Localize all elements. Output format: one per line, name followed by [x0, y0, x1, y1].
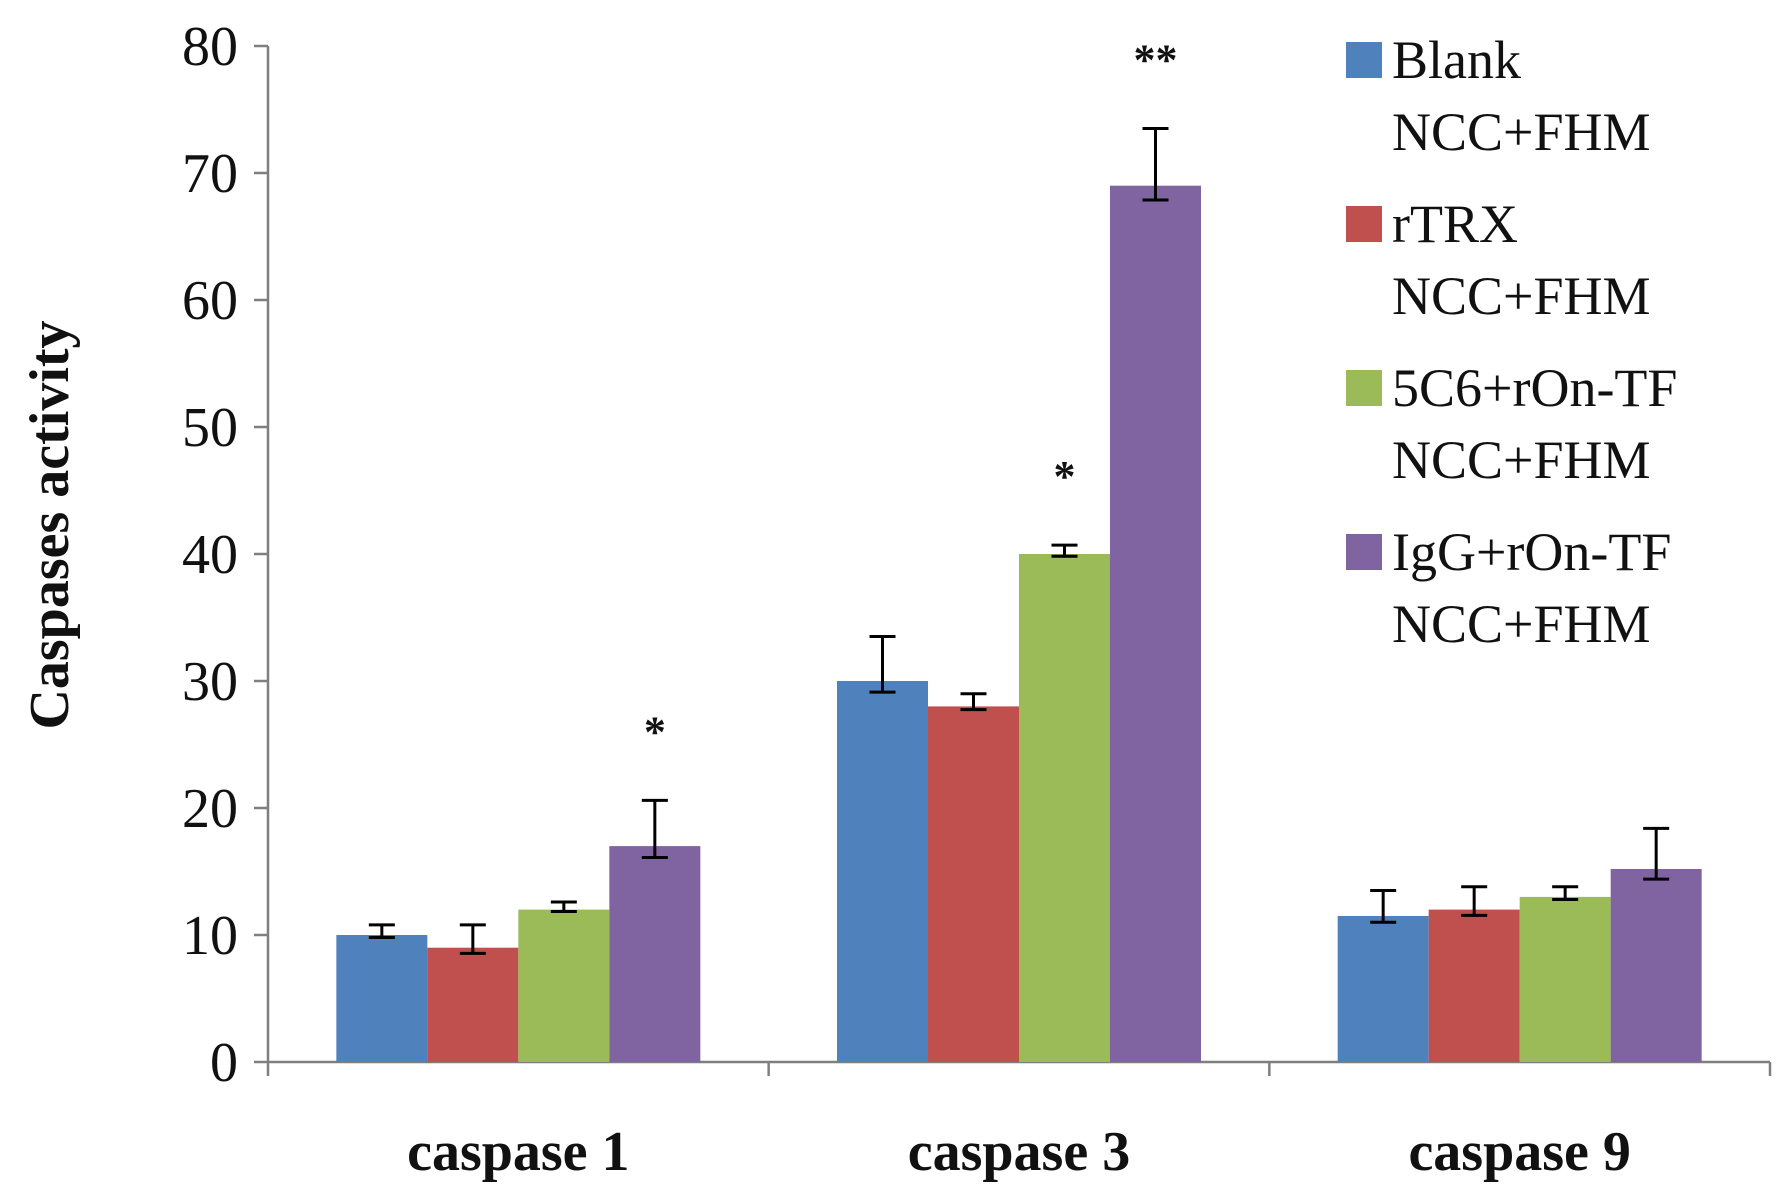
- bar: [928, 706, 1019, 1062]
- bar: [1610, 868, 1702, 1062]
- bar: [837, 681, 928, 1062]
- y-tick-label: 80: [182, 16, 238, 78]
- legend-swatch: [1346, 42, 1382, 78]
- y-tick-label: 40: [182, 524, 238, 586]
- bars: [336, 185, 1702, 1062]
- bar: [609, 846, 701, 1062]
- significance-mark: *: [644, 707, 666, 756]
- significance-mark: *: [1054, 452, 1076, 501]
- y-tick-label: 50: [182, 397, 238, 459]
- legend-swatch: [1346, 206, 1382, 242]
- error-bars: [368, 127, 1670, 955]
- bar: [427, 947, 519, 1062]
- y-tick-label: 10: [182, 905, 238, 967]
- y-tick-label: 30: [182, 651, 238, 713]
- legend-swatch: [1346, 534, 1382, 570]
- bar: [1110, 185, 1201, 1062]
- legend-label-line2: NCC+FHM: [1392, 594, 1651, 654]
- significance-marks: ****: [644, 36, 1178, 757]
- legend-swatch: [1346, 370, 1382, 406]
- legend-label: 5C6+rOn-TF: [1392, 358, 1677, 418]
- y-tick-label: 20: [182, 778, 238, 840]
- legend-label-line2: NCC+FHM: [1392, 102, 1651, 162]
- legend-label: Blank: [1392, 30, 1521, 90]
- y-axis-label: Caspases activity: [19, 320, 81, 729]
- bar: [336, 935, 428, 1062]
- legend-label-line2: NCC+FHM: [1392, 266, 1651, 326]
- category-label: caspase 1: [407, 1121, 629, 1183]
- bar: [518, 909, 610, 1062]
- bar: [1337, 915, 1429, 1062]
- y-tick-label: 70: [182, 143, 238, 205]
- y-tick-label: 0: [210, 1032, 238, 1094]
- legend-label: IgG+rOn-TF: [1392, 522, 1671, 582]
- y-ticks: 0 10 20 30 40 50 60 70 80: [182, 16, 268, 1094]
- category-label: caspase 3: [908, 1121, 1130, 1183]
- legend: Blank NCC+FHM rTRX NCC+FHM 5C6+rOn-TF NCC+FHM…: [1346, 30, 1677, 654]
- legend-label-line2: NCC+FHM: [1392, 430, 1651, 490]
- bar: [1519, 896, 1611, 1062]
- category-labels: caspase 1 caspase 3 caspase 9: [407, 1121, 1631, 1183]
- bar: [1428, 909, 1520, 1062]
- legend-label: rTRX: [1392, 194, 1518, 254]
- bar: [1019, 554, 1110, 1062]
- y-tick-label: 60: [182, 270, 238, 332]
- category-label: caspase 9: [1408, 1121, 1630, 1183]
- significance-mark: **: [1134, 36, 1178, 85]
